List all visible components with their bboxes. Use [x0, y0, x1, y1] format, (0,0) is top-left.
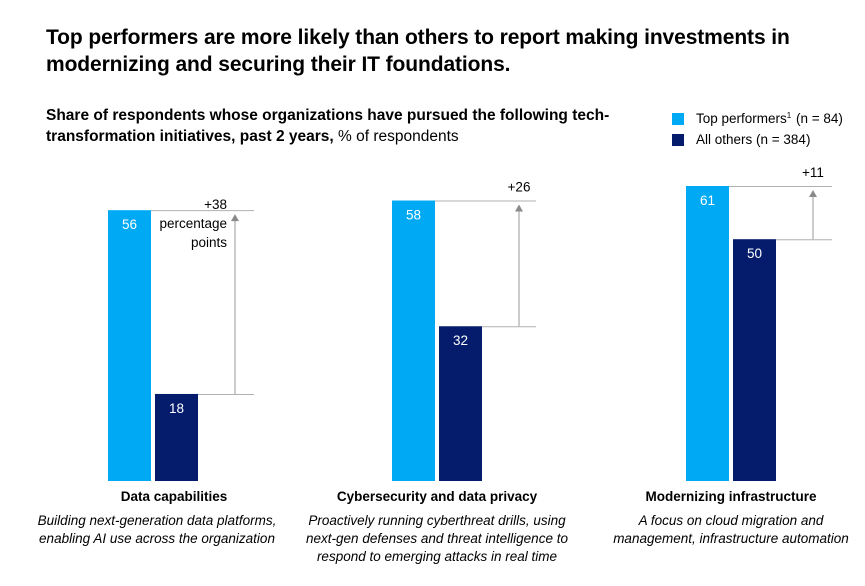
legend-swatch-all-others [672, 133, 684, 146]
category-label-data-capabilities: Data capabilities [120, 489, 228, 504]
difference-unit-data-2: points [191, 235, 227, 250]
bar-top-performers-infra [686, 186, 729, 481]
chart-title: Top performers are more likely than othe… [46, 26, 790, 76]
legend-item-top-performers: Top performers1 (n = 84) [672, 108, 843, 129]
value-label-top-performers-cyber: 58 [406, 208, 421, 223]
bar-all-others-infra [733, 239, 776, 481]
difference-label-infra: +11 [802, 165, 824, 180]
value-label-all-others-data: 18 [169, 401, 184, 416]
difference-arrow-head-data [231, 214, 239, 222]
legend-label-all-others: All others [696, 132, 753, 147]
category-desc-modernizing-infrastructure: A focus on cloud migration and managemen… [613, 513, 849, 546]
value-label-top-performers-infra: 61 [700, 193, 715, 208]
difference-arrow-head-infra [809, 190, 817, 197]
category-desc-data-capabilities: Building next-generation data platforms,… [37, 513, 277, 546]
legend-n-all-others: (n = 384) [752, 132, 811, 147]
difference-label-data: +38 [204, 197, 227, 212]
difference-label-cyber: +26 [508, 180, 531, 195]
legend-swatch-top-performers [672, 112, 684, 125]
bar-top-performers-cyber [392, 200, 435, 482]
bar-all-others-data [155, 393, 198, 481]
value-label-top-performers-data: 56 [122, 217, 137, 232]
subtitle-bold: Share of respondents whose organizations… [46, 107, 610, 145]
value-label-all-others-infra: 50 [747, 246, 762, 261]
difference-unit-data-1: percentage [159, 216, 227, 231]
legend-footnote-marker: 1 [786, 111, 792, 120]
category-desc-cybersecurity: Proactively running cyberthreat drills, … [306, 513, 568, 564]
chart-subtitle: Share of respondents whose organizations… [46, 105, 646, 147]
value-label-all-others-cyber: 32 [453, 333, 468, 348]
legend: Top performers1 (n = 84) All others (n =… [672, 108, 843, 150]
legend-label-top-performers: Top performers [696, 111, 787, 126]
category-label-modernizing-infrastructure: Modernizing infrastructure [645, 489, 817, 504]
category-label-cybersecurity: Cybersecurity and data privacy [336, 489, 538, 504]
bar-all-others-cyber [439, 326, 482, 481]
bar-top-performers-data [108, 210, 151, 481]
legend-n-top-performers: (n = 84) [792, 111, 843, 126]
difference-arrow-head-cyber [515, 204, 523, 212]
legend-item-all-others: All others (n = 384) [672, 129, 843, 150]
subtitle-unit: % of respondents [333, 128, 459, 145]
